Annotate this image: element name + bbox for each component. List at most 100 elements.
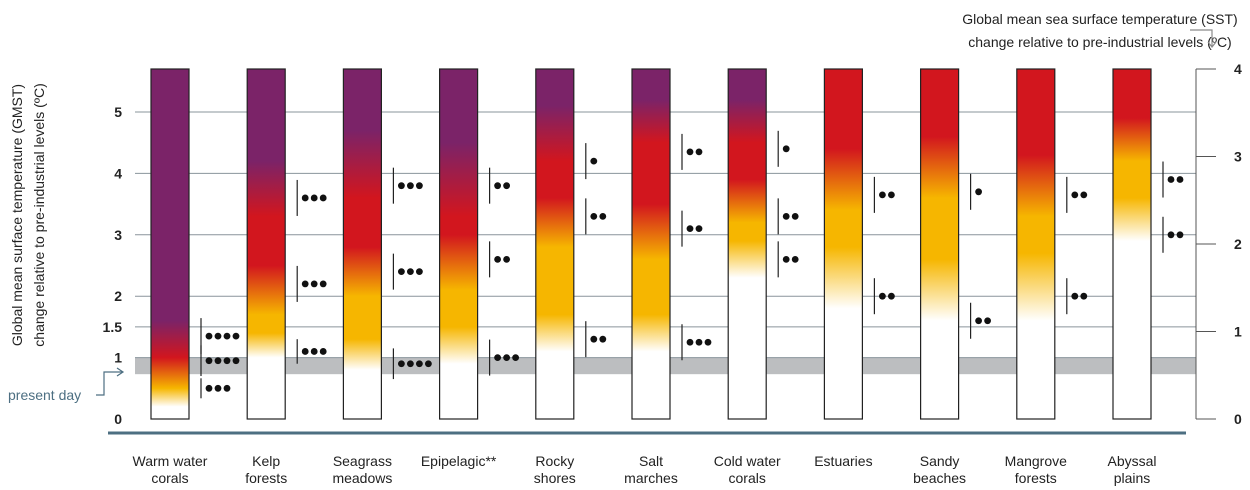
confidence-dot [310,194,318,202]
category-label: Cold water corals [714,453,781,486]
confidence-dot [416,360,423,368]
confidence-dot [301,280,309,288]
confidence-dot [1176,176,1184,183]
category-label: Epipelagic** [421,453,497,469]
category-label: Abyssal plains [1107,453,1156,486]
left-tick-label: 1.5 [103,319,123,335]
confidence-dot [888,292,895,300]
ember-bar [342,68,382,420]
confidence-dot [1167,231,1175,239]
confidence-dot [695,225,703,233]
right-tick-label: 0 [1234,411,1242,427]
confidence-dot [398,182,405,190]
right-tick-label: 1 [1234,324,1242,340]
confidence-dot [301,348,309,355]
confidence-dot [984,317,991,325]
left-axis-title-line-1: Global mean surface temperature (GMST) [9,84,25,346]
confidence-dot [416,182,423,190]
ember-bar [727,68,767,420]
confidence-dot [1071,191,1079,199]
confidence-dot [791,212,799,220]
ember-bar [823,68,864,420]
confidence-dot [223,357,231,365]
confidence-dot [223,384,231,392]
confidence-dot [310,348,318,355]
confidence-dot [590,335,598,343]
confidence-dot [398,360,405,368]
confidence-dot [1167,176,1175,183]
confidence-dot [975,188,982,196]
confidence-dot [599,335,607,343]
left-axis-title-line-2: change relative to pre-industrial levels… [31,83,47,346]
confidence-dot [879,191,886,199]
confidence-dot [407,268,414,276]
confidence-dot [205,384,213,392]
confidence-dot [686,338,694,346]
ember-bar [631,68,671,420]
confidence-dot [494,182,501,190]
confidence-dot [686,148,694,156]
right-axis-title-arrow [1190,29,1217,48]
left-tick-label: 3 [114,227,122,243]
confidence-dot [1080,191,1088,199]
confidence-dot [1176,231,1184,239]
confidence-dot [319,280,327,288]
confidence-dot [782,255,790,263]
confidence-dot [782,145,790,153]
confidence-dot [975,317,982,325]
ember-bar [246,68,286,420]
left-tick-label: 2 [114,288,122,304]
category-label: Kelp forests [245,453,287,486]
confidence-dot [319,348,327,355]
confidence-dot [888,191,895,199]
left-tick-label: 0 [114,411,122,427]
category-label: Seagrass meadows [332,453,392,486]
confidence-dot [879,292,886,300]
right-tick-label: 4 [1234,61,1242,77]
ember-bar [439,68,479,420]
confidence-dot [791,255,799,263]
confidence-dot [494,354,501,361]
ember-bar [150,68,190,420]
ember-bar [535,68,575,420]
confidence-dot [599,212,607,220]
category-label: Mangrove forests [1005,453,1067,486]
confidence-dot [223,332,231,340]
right-tick-label: 3 [1234,149,1242,165]
right-tick-label: 2 [1234,236,1242,252]
confidence-dot [205,357,213,365]
left-tick-label: 4 [114,165,122,181]
confidence-dot [407,360,414,368]
confidence-dot [214,332,222,340]
confidence-dot [214,384,222,392]
ember-bar [919,68,960,420]
confidence-dot [704,338,712,346]
confidence-dot [1080,292,1088,300]
left-tick-label: 1 [114,350,122,366]
confidence-dot [425,360,432,368]
confidence-dot [416,268,423,276]
confidence-dot [695,148,703,156]
confidence-dot [232,357,240,365]
category-label: Estuaries [814,453,872,469]
present-day-arrow [96,367,125,396]
confidence-dot [494,255,501,263]
confidence-dot [695,338,703,346]
ember-bar [1016,68,1056,420]
confidence-dot [503,354,510,361]
confidence-dot [590,212,598,220]
confidence-dot [232,332,240,340]
ember-bar [1112,68,1152,420]
category-label: Sandy beaches [913,453,966,486]
confidence-dot [590,157,598,165]
confidence-dot [512,354,519,361]
confidence-dot [214,357,222,365]
confidence-dot [319,194,327,202]
confidence-dot [686,225,694,233]
confidence-dot [1071,292,1079,300]
confidence-dot [407,182,414,190]
left-tick-label: 5 [114,104,122,120]
confidence-dot [503,255,510,263]
right-axis-title-line-1: Global mean sea surface temperature (SST… [962,11,1237,27]
